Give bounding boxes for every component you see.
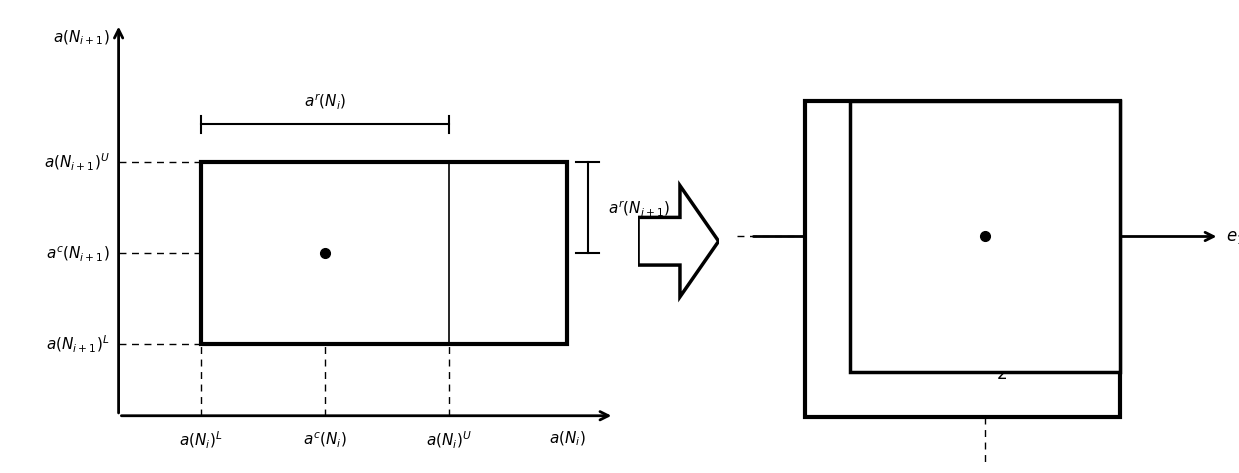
Text: $a(N_i)^U$: $a(N_i)^U$ [426, 430, 472, 451]
Bar [201, 162, 567, 344]
Text: $a(N_{i+1})^L$: $a(N_{i+1})^L$ [46, 333, 110, 355]
Text: $a(N_{i+1})^U$: $a(N_{i+1})^U$ [45, 152, 110, 173]
Polygon shape [638, 185, 719, 297]
Text: $a^r(N_i)$: $a^r(N_i)$ [304, 91, 346, 111]
Text: $2$: $2$ [996, 365, 1007, 383]
Text: $a(N_i)$: $a(N_i)$ [549, 430, 585, 448]
Text: $a(N_i)^L$: $a(N_i)^L$ [180, 430, 223, 451]
Text: $2$: $2$ [855, 272, 865, 290]
Bar [805, 101, 1120, 417]
Text: $a^c(N_{i+1})$: $a^c(N_{i+1})$ [46, 244, 110, 263]
Bar [201, 162, 449, 344]
Text: $a^r(N_{i+1})$: $a^r(N_{i+1})$ [608, 198, 670, 218]
Text: $a(N_{i+1})$: $a(N_{i+1})$ [53, 28, 110, 47]
Text: $a^c(N_i)$: $a^c(N_i)$ [304, 430, 347, 449]
Text: $e_1$: $e_1$ [1227, 228, 1239, 245]
Bar [850, 101, 1120, 372]
